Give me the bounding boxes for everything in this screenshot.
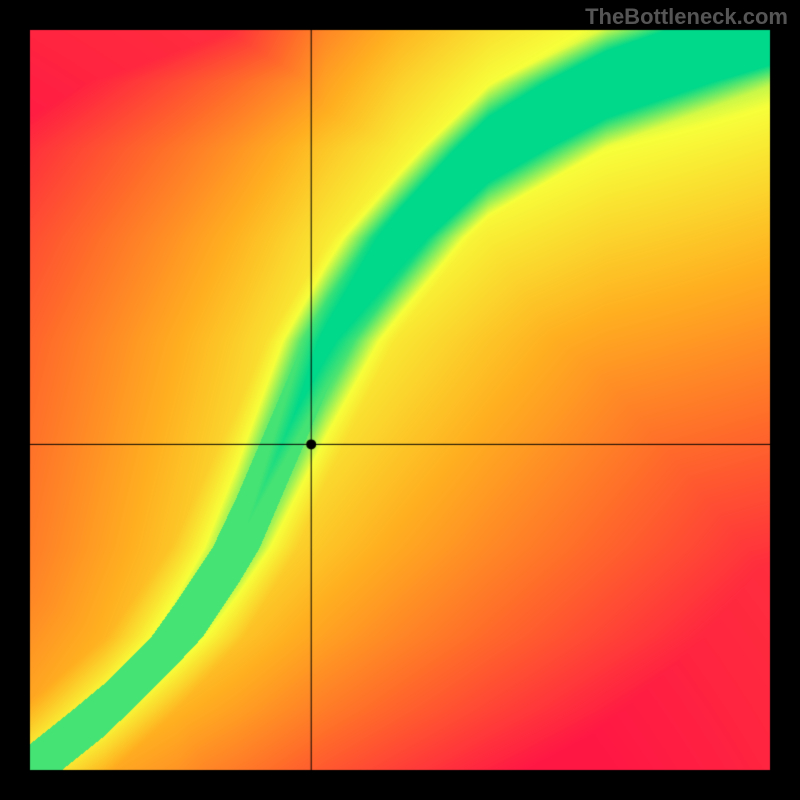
watermark-text: TheBottleneck.com	[585, 4, 788, 30]
bottleneck-heatmap	[0, 0, 800, 800]
chart-container: TheBottleneck.com	[0, 0, 800, 800]
